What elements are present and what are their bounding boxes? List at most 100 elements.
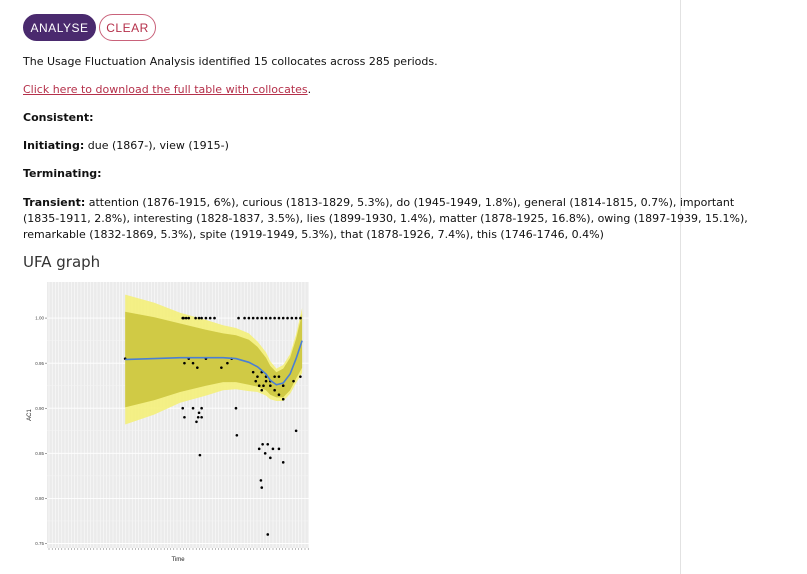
data-point xyxy=(251,316,255,320)
consistent-line: Consistent: xyxy=(23,110,94,125)
vertical-gridlines xyxy=(48,282,309,548)
data-point xyxy=(264,379,268,383)
inner-confidence-band xyxy=(125,311,303,408)
data-point xyxy=(271,447,275,451)
x-axis-label: Time xyxy=(171,557,185,563)
data-point xyxy=(208,316,212,320)
transient-label: Transient: xyxy=(23,196,86,209)
data-point xyxy=(260,486,264,489)
data-point xyxy=(181,406,185,410)
data-point xyxy=(277,316,281,320)
data-point xyxy=(191,361,195,365)
data-point xyxy=(197,411,201,415)
data-point xyxy=(184,316,188,320)
y-tick-label: 0.85 xyxy=(35,451,44,456)
data-point xyxy=(226,361,229,365)
data-point xyxy=(257,384,261,387)
data-point xyxy=(237,316,240,320)
data-point xyxy=(197,316,201,320)
analyse-button[interactable]: ANALYSE xyxy=(23,14,96,41)
y-tick-label: 0.90 xyxy=(35,406,44,411)
initiating-line: Initiating: due (1867-), view (1915-) xyxy=(23,138,229,153)
consistent-label: Consistent: xyxy=(23,111,94,124)
data-point xyxy=(286,316,289,320)
data-point xyxy=(273,375,276,378)
data-point xyxy=(262,384,265,387)
data-point xyxy=(198,453,202,457)
y-tick-label: 1.00 xyxy=(35,316,44,321)
data-point xyxy=(299,375,302,378)
y-tick-label: 0.80 xyxy=(35,496,44,501)
data-point xyxy=(194,316,197,320)
data-point xyxy=(256,375,259,378)
data-point xyxy=(281,397,285,401)
data-point xyxy=(196,366,199,369)
data-point xyxy=(257,447,261,451)
data-point xyxy=(264,316,268,320)
data-point xyxy=(213,316,216,320)
data-point xyxy=(269,384,272,387)
transient-value: attention (1876-1915, 6%), curious (1813… xyxy=(23,196,748,241)
data-point xyxy=(266,443,270,446)
data-point xyxy=(200,406,203,410)
data-point xyxy=(200,415,203,419)
data-point xyxy=(292,379,295,383)
x-axis-ticks xyxy=(48,548,309,550)
data-point xyxy=(182,316,185,320)
data-point xyxy=(200,316,203,320)
data-point xyxy=(235,433,239,437)
data-point xyxy=(269,316,272,320)
smooth-line xyxy=(125,340,303,386)
data-point xyxy=(299,316,302,320)
data-points xyxy=(123,316,302,536)
y-tick-label: 0.95 xyxy=(35,361,44,366)
data-point xyxy=(195,420,198,424)
data-point xyxy=(260,388,264,392)
data-point xyxy=(234,406,238,410)
content-divider xyxy=(680,0,681,574)
transient-line: Transient: attention (1876-1915, 6%), cu… xyxy=(23,195,763,243)
terminating-label: Terminating: xyxy=(23,167,102,180)
data-point xyxy=(294,429,298,433)
download-line: Click here to download the full table wi… xyxy=(23,82,311,97)
data-point xyxy=(269,456,272,460)
download-link[interactable]: Click here to download the full table wi… xyxy=(23,83,308,96)
terminating-line: Terminating: xyxy=(23,166,102,181)
clear-button[interactable]: CLEAR xyxy=(99,14,156,41)
download-link-suffix: . xyxy=(307,83,312,96)
data-point xyxy=(204,316,208,320)
data-point xyxy=(196,415,200,419)
data-point xyxy=(277,375,281,378)
ufa-chart: 0.75 0.80 0.85 0.90 0.95 1.00 Time AC1 xyxy=(27,282,309,563)
data-point xyxy=(261,443,264,446)
y-axis-label: AC1 xyxy=(27,409,33,421)
data-point xyxy=(281,461,285,464)
data-point xyxy=(277,393,281,397)
data-point xyxy=(247,316,251,320)
y-tick-label: 0.75 xyxy=(35,541,44,546)
data-point xyxy=(256,316,259,320)
summary-text: The Usage Fluctuation Analysis identifie… xyxy=(23,55,438,68)
data-point xyxy=(294,316,298,320)
data-point xyxy=(260,316,264,320)
data-point xyxy=(183,415,186,419)
data-point xyxy=(191,406,195,410)
data-point xyxy=(254,379,258,383)
data-point xyxy=(277,447,281,451)
data-point xyxy=(281,316,285,320)
initiating-value: due (1867-), view (1915-) xyxy=(84,139,229,152)
data-point xyxy=(243,316,246,320)
data-point xyxy=(183,361,186,365)
initiating-label: Initiating: xyxy=(23,139,85,152)
data-point xyxy=(290,316,294,320)
data-point xyxy=(273,388,276,392)
data-point xyxy=(266,533,270,536)
data-point xyxy=(259,479,263,482)
y-axis: 0.75 0.80 0.85 0.90 0.95 1.00 xyxy=(35,316,47,546)
data-point xyxy=(273,316,276,320)
data-point xyxy=(220,366,223,369)
graph-title: UFA graph xyxy=(23,253,101,271)
data-point xyxy=(263,452,267,455)
data-point xyxy=(251,370,255,374)
data-point xyxy=(281,384,285,387)
